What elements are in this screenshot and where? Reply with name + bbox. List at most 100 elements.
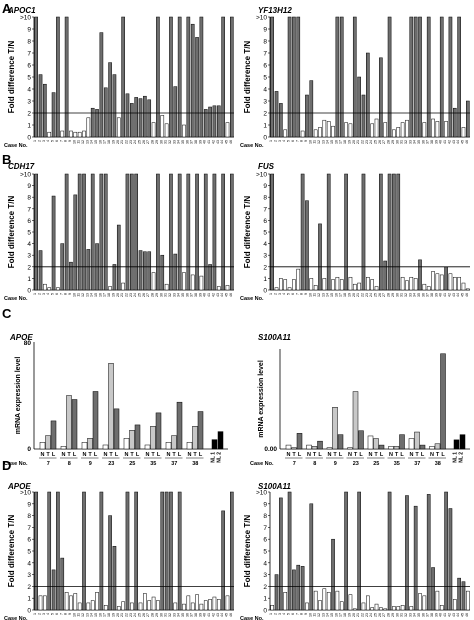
tnl-label-c5-s100a11: L	[400, 452, 404, 458]
case-number-c6-apoe-31: 31	[164, 613, 168, 617]
case-number-c1-yf13h12-5: 5	[287, 140, 291, 142]
bar-c2-cdh17-case-9	[69, 261, 73, 291]
bar-c1-yf13h12-case-3	[279, 103, 283, 138]
bar-c5-s100a11-case-8-l	[317, 440, 323, 450]
case-number-c7-s100a11-30: 30	[395, 613, 399, 617]
bar-c0-apoc1-case-29	[156, 16, 160, 138]
case-number-c7-s100a11-32: 32	[404, 613, 408, 617]
chart-title-c6-apoe: APOE	[7, 482, 31, 491]
tnl-label-c5-s100a11: L	[441, 452, 445, 458]
case-number-c3-fus-42: 42	[447, 293, 451, 297]
group-case-c5-s100a11-23: 23	[353, 461, 359, 467]
bar-c2-cdh17-case-5	[51, 195, 56, 291]
case-number-c6-apoe-32: 32	[168, 613, 172, 617]
bar-c6-apoe-case-9	[69, 595, 73, 611]
bar-c3-fus-case-22	[361, 173, 366, 291]
bar-c3-fus-case-42	[448, 273, 453, 291]
panel-letter-c: C	[2, 306, 12, 321]
case-number-c0-apoc1-21: 21	[120, 140, 124, 144]
case-number-c1-yf13h12-32: 32	[404, 140, 408, 144]
case-number-c7-s100a11-16: 16	[334, 613, 338, 617]
bar-c0-apoc1-case-10	[73, 131, 78, 138]
bar-c0-apoc1-case-12	[82, 130, 86, 138]
bar-c1-yf13h12-case-34	[413, 16, 418, 138]
bar-c5-s100a11-case-9-n	[326, 447, 333, 450]
case-number-c2-cdh17-22: 22	[124, 293, 128, 297]
case-number-c0-apoc1-35: 35	[181, 140, 185, 144]
y-tick-label-c0-apoc1: 8	[27, 39, 31, 46]
tnl-label-c5-s100a11: T	[436, 452, 440, 458]
bar-c7-s100a11-case-24	[370, 607, 374, 611]
y-tick-label-c1-yf13h12: 1	[263, 123, 267, 130]
tnl-label-c5-s100a11: N	[410, 452, 414, 458]
y-tick-label-c6-apoe: >10	[20, 490, 31, 497]
y-axis-label-c3-fus: Fold difference T/N	[243, 196, 252, 269]
bar-c7-s100a11-case-25	[374, 603, 379, 611]
case-number-c6-apoe-6: 6	[55, 613, 59, 615]
y-tick-label-c3-fus: 5	[263, 230, 267, 237]
tnl-label-c4-apoe: L	[115, 452, 119, 458]
case-number-c7-s100a11-27: 27	[382, 613, 386, 617]
case-number-c6-apoe-10: 10	[72, 613, 76, 617]
bar-c0-apoc1-case-41	[208, 106, 212, 138]
bar-c6-apoe-case-27	[147, 600, 152, 611]
case-number-c1-yf13h12-46: 46	[465, 140, 469, 144]
case-number-c7-s100a11-26: 26	[378, 613, 382, 617]
y-tick-label-c7-s100a11: 3	[263, 572, 267, 579]
tnl-label-c4-apoe: N	[83, 452, 87, 458]
bar-c6-apoe-case-10	[73, 593, 78, 611]
case-number-c0-apoc1-36: 36	[185, 140, 189, 144]
bar-c1-yf13h12-case-9	[305, 94, 309, 138]
bar-c5-s100a11-case-35-l	[399, 434, 405, 450]
case-number-c2-cdh17-5: 5	[51, 293, 55, 295]
case-number-c0-apoc1-37: 37	[190, 140, 194, 144]
bar-c2-cdh17-case-2	[38, 250, 43, 291]
y-tick-label-c0-apoc1: 9	[27, 27, 31, 34]
bar-c2-cdh17-case-25	[138, 250, 143, 291]
bar-c3-fus-case-46	[466, 288, 470, 291]
tnl-label-c5-s100a11: L	[318, 452, 322, 458]
case-number-c7-s100a11-39: 39	[434, 613, 438, 617]
bar-c6-apoe-case-45	[225, 595, 230, 611]
bar-c1-yf13h12-case-8	[300, 130, 305, 138]
case-number-c1-yf13h12-43: 43	[452, 140, 456, 144]
bar-c0-apoc1-case-30	[160, 115, 165, 138]
bar-c1-yf13h12-case-1	[270, 16, 274, 138]
tnl-label-c5-s100a11: L	[339, 452, 343, 458]
bar-c6-apoe-case-39	[199, 603, 204, 611]
bar-c6-apoe-case-24	[134, 491, 138, 611]
bar-c4-apoe-case-37-n	[165, 442, 172, 450]
bar-c5-s100a11-case-38-n	[429, 446, 435, 450]
case-number-c2-cdh17-34: 34	[177, 293, 181, 297]
bar-c7-s100a11-case-26	[379, 607, 383, 611]
bar-c7-s100a11-case-3	[279, 497, 283, 611]
case-number-c2-cdh17-35: 35	[181, 293, 185, 297]
bar-c5-s100a11-case-8-n	[306, 444, 312, 450]
bar-c2-cdh17-case-44	[221, 173, 225, 291]
y-tick-label-c7-s100a11: 5	[263, 549, 267, 556]
case-number-c1-yf13h12-17: 17	[339, 140, 343, 144]
bar-c6-apoe-case-11	[77, 602, 82, 611]
tnl-label-c5-s100a11: T	[374, 452, 378, 458]
bar-c1-yf13h12-case-16	[335, 16, 340, 138]
bar-c0-apoc1-case-5	[51, 92, 56, 138]
case-number-c3-fus-5: 5	[287, 293, 291, 295]
bar-c2-cdh17-case-33	[173, 253, 178, 291]
case-number-c1-yf13h12-45: 45	[460, 140, 464, 144]
group-case-c4-apoe-25: 25	[129, 461, 135, 467]
case-number-c7-s100a11-9: 9	[304, 613, 308, 615]
group-case-c5-s100a11-7: 7	[293, 461, 296, 467]
case-number-c2-cdh17-39: 39	[198, 293, 202, 297]
bar-c5-s100a11-case-25-n	[367, 435, 374, 450]
y-tick-label-c7-s100a11: 0	[263, 608, 267, 615]
y-tick-label-c2-cdh17: 5	[27, 230, 31, 237]
case-number-c7-s100a11-29: 29	[391, 613, 395, 617]
case-number-c3-fus-31: 31	[400, 293, 404, 297]
y-tick-label-c0-apoc1: 1	[27, 123, 31, 130]
case-number-c7-s100a11-43: 43	[452, 613, 456, 617]
case-number-c0-apoc1-43: 43	[216, 140, 220, 144]
case-number-c1-yf13h12-13: 13	[321, 140, 325, 144]
bar-c4-apoe-case-37-l	[176, 401, 183, 450]
bar-c3-fus-case-44	[457, 276, 461, 291]
bar-c3-fus-case-41	[444, 266, 448, 291]
